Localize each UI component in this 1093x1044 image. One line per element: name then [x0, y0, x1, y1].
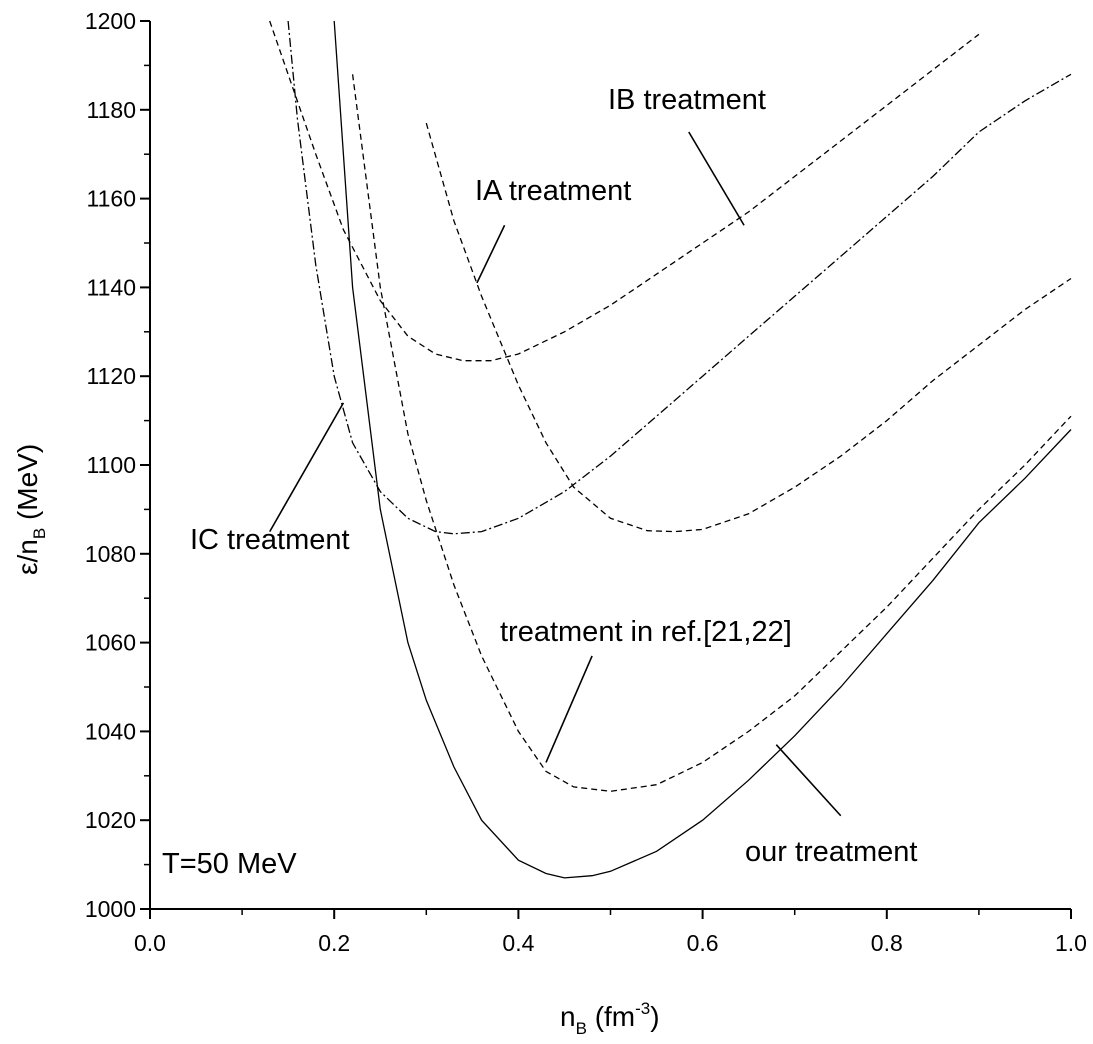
- y-tick-label-4: 1080: [85, 541, 136, 567]
- annotation-leader-3: [545, 655, 593, 763]
- x-tick-label-4: 0.8: [871, 930, 903, 956]
- annotation-leader-4: [775, 744, 842, 817]
- y-tick-label-5: 1100: [87, 452, 136, 478]
- x-axis-title-unit-close: ): [650, 1001, 659, 1032]
- y-tick-label-8: 1160: [87, 186, 136, 212]
- annotation-ic-treatment: IC treatment: [190, 524, 350, 556]
- y-tick-label-0: 1000: [85, 896, 136, 922]
- series-line-1: [351, 74, 1072, 792]
- series-line-2: [425, 122, 1072, 533]
- y-axis-title: ε/nB (MeV): [12, 444, 49, 575]
- y-tick-label-6: 1120: [87, 363, 136, 389]
- x-tick-label-2: 0.4: [502, 930, 534, 956]
- x-axis-title-sup: -3: [635, 999, 650, 1018]
- annotation-ref-treatment: treatment in ref.[21,22]: [500, 616, 792, 648]
- annotation-ia-treatment: IA treatment: [475, 175, 631, 207]
- x-axis-title-main: n: [560, 1001, 576, 1032]
- series-line-0: [333, 20, 1072, 879]
- x-tick-label-5: 1.0: [1055, 930, 1087, 956]
- annotation-leader-0: [688, 131, 745, 226]
- x-tick-label-0: 0.0: [134, 930, 166, 956]
- annotation-our-treatment: our treatment: [745, 836, 917, 868]
- temperature-label: T=50 MeV: [162, 848, 297, 880]
- x-axis-title: nB (fm-3): [560, 999, 660, 1038]
- x-axis-title-unit-open: (fm: [587, 1001, 635, 1032]
- y-axis-title-main: ε/n: [12, 539, 43, 575]
- y-tick-label-9: 1180: [87, 97, 136, 123]
- y-tick-label-10: 1200: [85, 8, 136, 34]
- y-tick-label-7: 1140: [87, 274, 136, 300]
- annotation-leader-1: [476, 224, 506, 284]
- x-tick-label-3: 0.6: [687, 930, 719, 956]
- y-tick-label-3: 1060: [85, 630, 136, 656]
- annotation-lines: [269, 131, 842, 817]
- y-axis-title-unit: (MeV): [12, 444, 43, 528]
- annotation-ib-treatment: IB treatment: [608, 84, 766, 116]
- annotation-leader-2: [269, 402, 345, 532]
- axes-layer: 0.0 0.2 0.4 0.6 0.8 1.0 1000 1020 1040 1060 1080 11…: [85, 8, 1087, 956]
- y-tick-label-1: 1020: [85, 807, 136, 833]
- y-tick-label-2: 1040: [85, 718, 136, 744]
- y-axis-title-sub: B: [30, 528, 49, 539]
- x-tick-label-1: 0.2: [318, 930, 350, 956]
- series-layer: [269, 20, 1072, 879]
- series-line-3: [269, 20, 980, 362]
- x-axis-title-sub: B: [576, 1019, 587, 1038]
- series-line-4: [287, 20, 1072, 535]
